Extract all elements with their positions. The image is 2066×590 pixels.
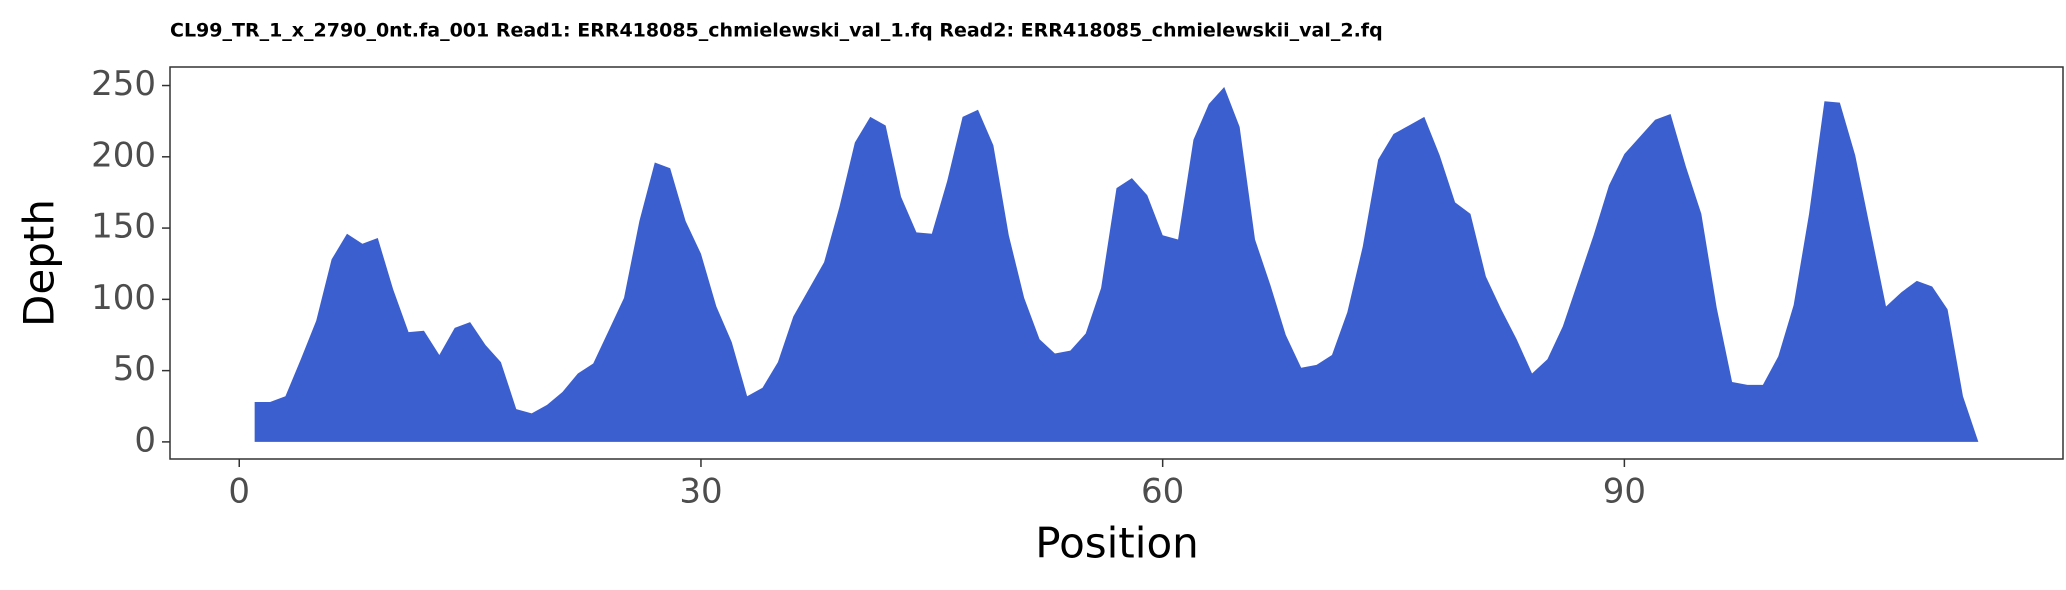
y-tick-label: 0 bbox=[134, 420, 156, 460]
y-axis-label: Depth bbox=[15, 199, 64, 327]
x-axis-label: Position bbox=[1035, 519, 1199, 568]
plot-border bbox=[169, 66, 2064, 460]
y-tick-label: 200 bbox=[91, 135, 156, 175]
y-tick-label: 50 bbox=[113, 349, 156, 389]
x-tick-label: 30 bbox=[679, 472, 722, 512]
x-tick-label: 60 bbox=[1141, 472, 1184, 512]
area bbox=[254, 86, 1979, 442]
chart-title: CL99_TR_1_x_2790_0nt.fa_001 Read1: ERR41… bbox=[170, 20, 1383, 42]
y-tick-label: 250 bbox=[91, 64, 156, 104]
x-tick-label: 90 bbox=[1603, 472, 1646, 512]
x-tick-label: 0 bbox=[228, 472, 250, 512]
y-tick-label: 150 bbox=[91, 207, 156, 247]
y-tick-label: 100 bbox=[91, 278, 156, 318]
